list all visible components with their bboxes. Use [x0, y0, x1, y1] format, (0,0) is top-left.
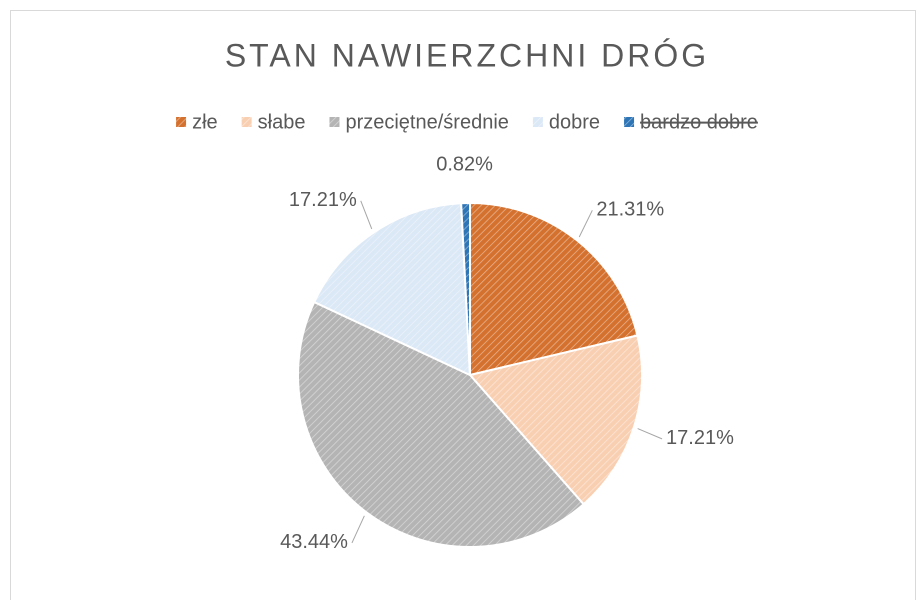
data-label: 17.21%	[289, 189, 357, 211]
leader-line	[360, 200, 373, 230]
legend-marker	[532, 117, 543, 127]
pie-slice	[460, 201, 471, 376]
legend-marker	[329, 117, 340, 127]
leader-line	[578, 210, 593, 238]
pie-slice	[312, 202, 472, 377]
leader-line	[351, 515, 365, 544]
legend-marker	[624, 117, 635, 127]
data-label: 0.82%	[436, 153, 493, 175]
legend-label: bardzo dobre	[640, 111, 758, 133]
pie-slice	[297, 300, 585, 548]
pie-slice	[469, 201, 639, 377]
legend-marker	[176, 117, 187, 127]
leader-line	[637, 428, 663, 440]
pie-slice	[468, 334, 643, 506]
chart-title: STAN NAWIERZCHNI DRÓG	[225, 37, 709, 73]
data-label: 17.21%	[666, 427, 734, 449]
legend-label: słabe	[258, 111, 306, 133]
legend: złe słabe przeciętne/średnie dobre bardzo do…	[176, 111, 758, 133]
legend-label: przeciętne/średnie	[345, 111, 508, 133]
data-label: 21.31%	[596, 199, 664, 221]
legend-label: dobre	[549, 111, 600, 133]
legend-label: złe	[192, 111, 218, 133]
legend-marker	[241, 117, 252, 127]
data-label: 43.44%	[280, 531, 348, 553]
